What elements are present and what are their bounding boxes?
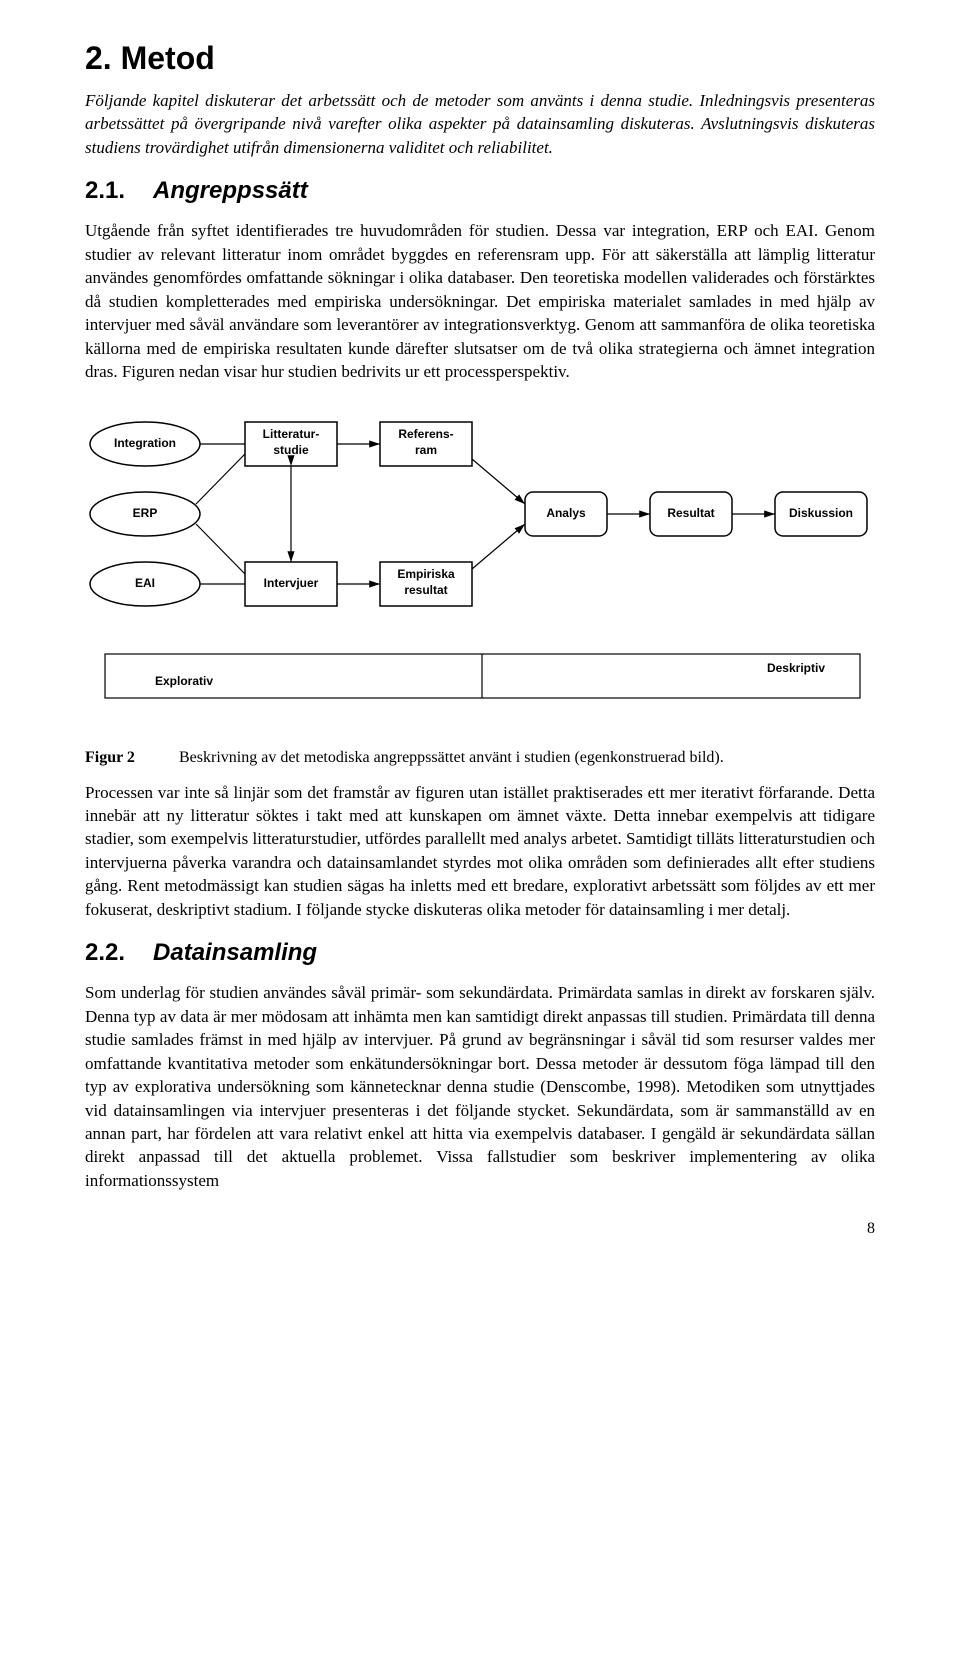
node-diskussion-label: Diskussion [789,506,853,520]
page: 2. Metod Följande kapitel diskuterar det… [0,0,960,1278]
edge [196,454,245,504]
node-analys-label: Analys [546,506,586,520]
node-litteratur-l2: studie [273,443,309,457]
subsection-2-1: 2.1. Angreppssätt [85,177,875,205]
subsection-title: Angreppssätt [153,177,308,205]
node-referensram-l2: ram [415,443,437,457]
figure-caption-text: Beskrivning av det metodiska angreppssät… [179,749,724,766]
stage-right-label: Deskriptiv [767,661,825,675]
figure-caption: Figur 2 Beskrivning av det metodiska ang… [85,749,875,767]
node-eai-label: EAI [135,576,155,590]
edge [472,524,525,569]
section-intro: Följande kapitel diskuterar det arbetssä… [85,89,875,159]
subsection-2-1-para: Utgående från syftet identifierades tre … [85,219,875,383]
para-after-figure: Processen var inte så linjär som det fra… [85,781,875,922]
page-number: 8 [85,1220,875,1238]
figure-2: Integration ERP EAI Litteratur- studie I… [85,414,875,739]
subsection-number: 2.2. [85,939,125,967]
subsection-title: Datainsamling [153,939,317,967]
node-intervjuer-label: Intervjuer [264,576,319,590]
edge [196,524,245,574]
node-integration-label: Integration [114,436,176,450]
stage-left-label: Explorativ [155,674,213,688]
subsection-2-2: 2.2. Datainsamling [85,939,875,967]
edge [472,459,525,504]
flowchart-diagram: Integration ERP EAI Litteratur- studie I… [85,414,875,734]
node-empiriska-l1: Empiriska [397,567,455,581]
section-heading: 2. Metod [85,40,875,77]
figure-label: Figur 2 [85,749,175,767]
subsection-2-2-para: Som underlag för studien användes såväl … [85,981,875,1192]
subsection-number: 2.1. [85,177,125,205]
node-referensram-l1: Referens- [398,427,453,441]
node-resultat-label: Resultat [667,506,714,520]
node-erp-label: ERP [133,506,158,520]
node-litteratur-l1: Litteratur- [263,427,320,441]
node-empiriska-l2: resultat [404,583,447,597]
